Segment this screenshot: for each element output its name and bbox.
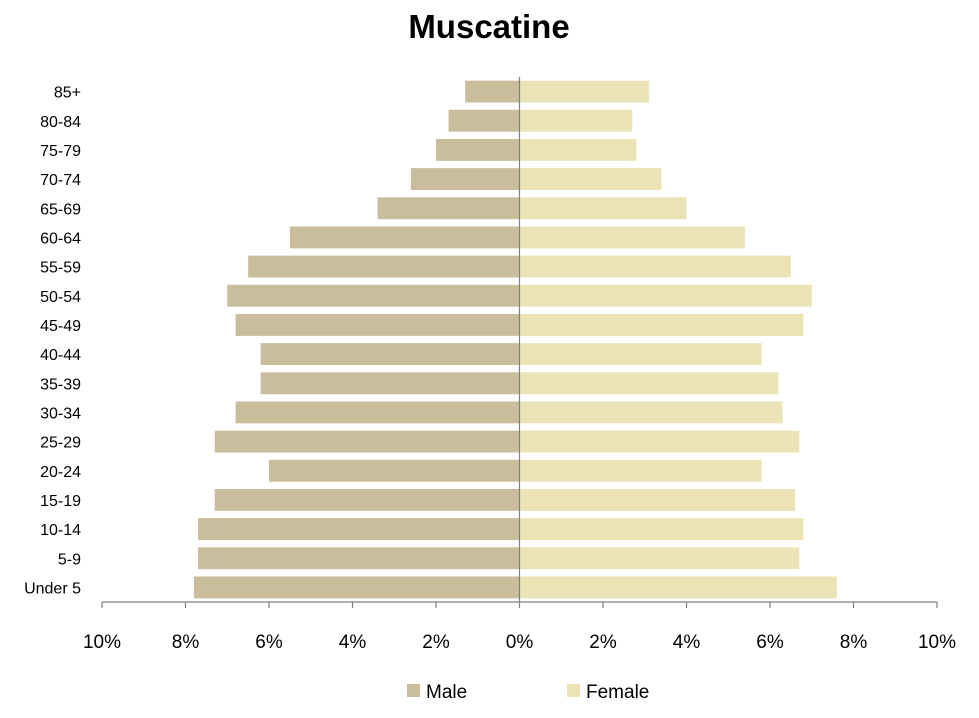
- legend-label-male: Male: [426, 682, 467, 703]
- x-tick-label: 6%: [756, 632, 784, 653]
- bar-female-50-54: [519, 284, 812, 307]
- category-label: Under 5: [24, 580, 81, 597]
- bar-female-20-24: [519, 459, 762, 482]
- bar-female-15-19: [519, 488, 796, 511]
- bar-male-under-5: [193, 576, 520, 599]
- category-label: 15-19: [40, 493, 81, 510]
- category-label: 80-84: [40, 114, 81, 131]
- bar-female-55-59: [519, 255, 791, 278]
- bar-male-15-19: [214, 488, 520, 511]
- x-tick-label: 6%: [255, 632, 283, 653]
- bar-female-40-44: [519, 343, 762, 366]
- bar-male-60-64: [289, 226, 520, 249]
- chart-title: Muscatine: [408, 8, 569, 45]
- bar-male-85+: [465, 80, 520, 103]
- x-tick-label: 8%: [840, 632, 868, 653]
- bar-male-80-84: [448, 109, 520, 132]
- bar-male-40-44: [260, 343, 520, 366]
- category-label: 25-29: [40, 435, 81, 452]
- bar-female-60-64: [519, 226, 745, 249]
- bar-female-5-9: [519, 547, 800, 570]
- category-label: 50-54: [40, 289, 81, 306]
- bar-female-75-79: [519, 138, 637, 161]
- bar-male-5-9: [198, 547, 520, 570]
- category-label: 20-24: [40, 464, 81, 481]
- bar-female-30-34: [519, 401, 783, 424]
- bar-male-20-24: [269, 459, 520, 482]
- x-tick-label: 4%: [339, 632, 367, 653]
- bar-male-10-14: [198, 518, 520, 541]
- bar-female-85+: [519, 80, 649, 103]
- x-tick-label: 10%: [918, 632, 956, 653]
- category-label: 45-49: [40, 318, 81, 335]
- bar-female-10-14: [519, 518, 804, 541]
- category-label: 35-39: [40, 376, 81, 393]
- bar-male-30-34: [235, 401, 520, 424]
- axis-layer: [101, 77, 938, 608]
- x-tick-label: 8%: [172, 632, 200, 653]
- x-tick-label: 2%: [589, 632, 617, 653]
- category-labels: Under 5 5-9 10-14 15-19 20-24 25-29 30-34 35-39…: [24, 85, 81, 598]
- category-label: 75-79: [40, 143, 81, 160]
- category-label: 70-74: [40, 172, 81, 189]
- bar-female-65-69: [519, 197, 687, 220]
- category-label: 60-64: [40, 230, 81, 247]
- bar-female-35-39: [519, 372, 779, 395]
- category-label: 10-14: [40, 522, 81, 539]
- bar-female-25-29: [519, 430, 800, 453]
- bar-male-55-59: [248, 255, 520, 278]
- bar-male-35-39: [260, 372, 520, 395]
- legend-swatch-female: [567, 684, 580, 697]
- x-tick-label: 10%: [83, 632, 121, 653]
- category-label: 55-59: [40, 260, 81, 277]
- category-label: 65-69: [40, 201, 81, 218]
- legend-swatch-male: [407, 684, 420, 697]
- bar-female-70-74: [519, 168, 662, 191]
- bar-female-45-49: [519, 313, 804, 336]
- bar-male-70-74: [410, 168, 520, 191]
- category-label: 5-9: [58, 551, 81, 568]
- bar-female-under-5: [519, 576, 837, 599]
- category-label: 40-44: [40, 347, 81, 364]
- bar-male-25-29: [214, 430, 520, 453]
- bars-layer: [193, 80, 837, 599]
- bar-male-45-49: [235, 313, 520, 336]
- bar-female-80-84: [519, 109, 633, 132]
- legend-label-female: Female: [586, 682, 649, 703]
- legend: Male Female: [407, 682, 649, 703]
- bar-male-65-69: [377, 197, 520, 220]
- x-tick-label: 0%: [506, 632, 534, 653]
- category-label: 85+: [54, 85, 81, 102]
- x-tick-label: 2%: [422, 632, 450, 653]
- x-tick-label: 4%: [673, 632, 701, 653]
- bar-male-50-54: [227, 284, 520, 307]
- category-label: 30-34: [40, 405, 81, 422]
- bar-male-75-79: [436, 138, 520, 161]
- x-tick-labels: 10% 8% 6% 4% 2% 0% 2% 4% 6% 8% 10%: [83, 632, 956, 653]
